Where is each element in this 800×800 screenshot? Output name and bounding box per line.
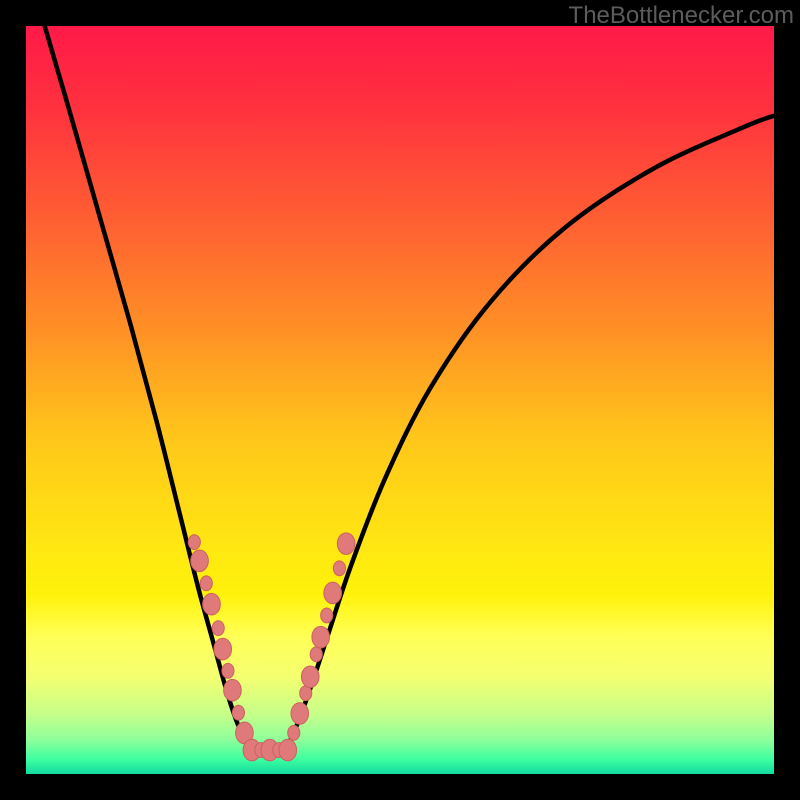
- data-point: [312, 626, 330, 648]
- data-point: [232, 705, 244, 720]
- data-point: [321, 608, 333, 623]
- data-point: [279, 739, 297, 761]
- data-point: [310, 647, 322, 662]
- data-point: [337, 533, 355, 555]
- data-point: [214, 638, 232, 660]
- data-point: [222, 663, 234, 678]
- data-point: [324, 582, 342, 604]
- data-point: [301, 666, 319, 688]
- data-point: [188, 535, 200, 550]
- data-point: [212, 621, 224, 636]
- data-point: [333, 561, 345, 576]
- watermark-label: TheBottlenecker.com: [569, 2, 794, 30]
- data-point: [291, 703, 309, 725]
- data-point: [200, 576, 212, 591]
- data-point: [191, 550, 209, 572]
- data-point: [288, 725, 300, 740]
- chart-background-gradient: [26, 26, 774, 774]
- data-point: [203, 593, 221, 615]
- data-point: [224, 679, 242, 701]
- bottleneck-chart: [0, 0, 800, 800]
